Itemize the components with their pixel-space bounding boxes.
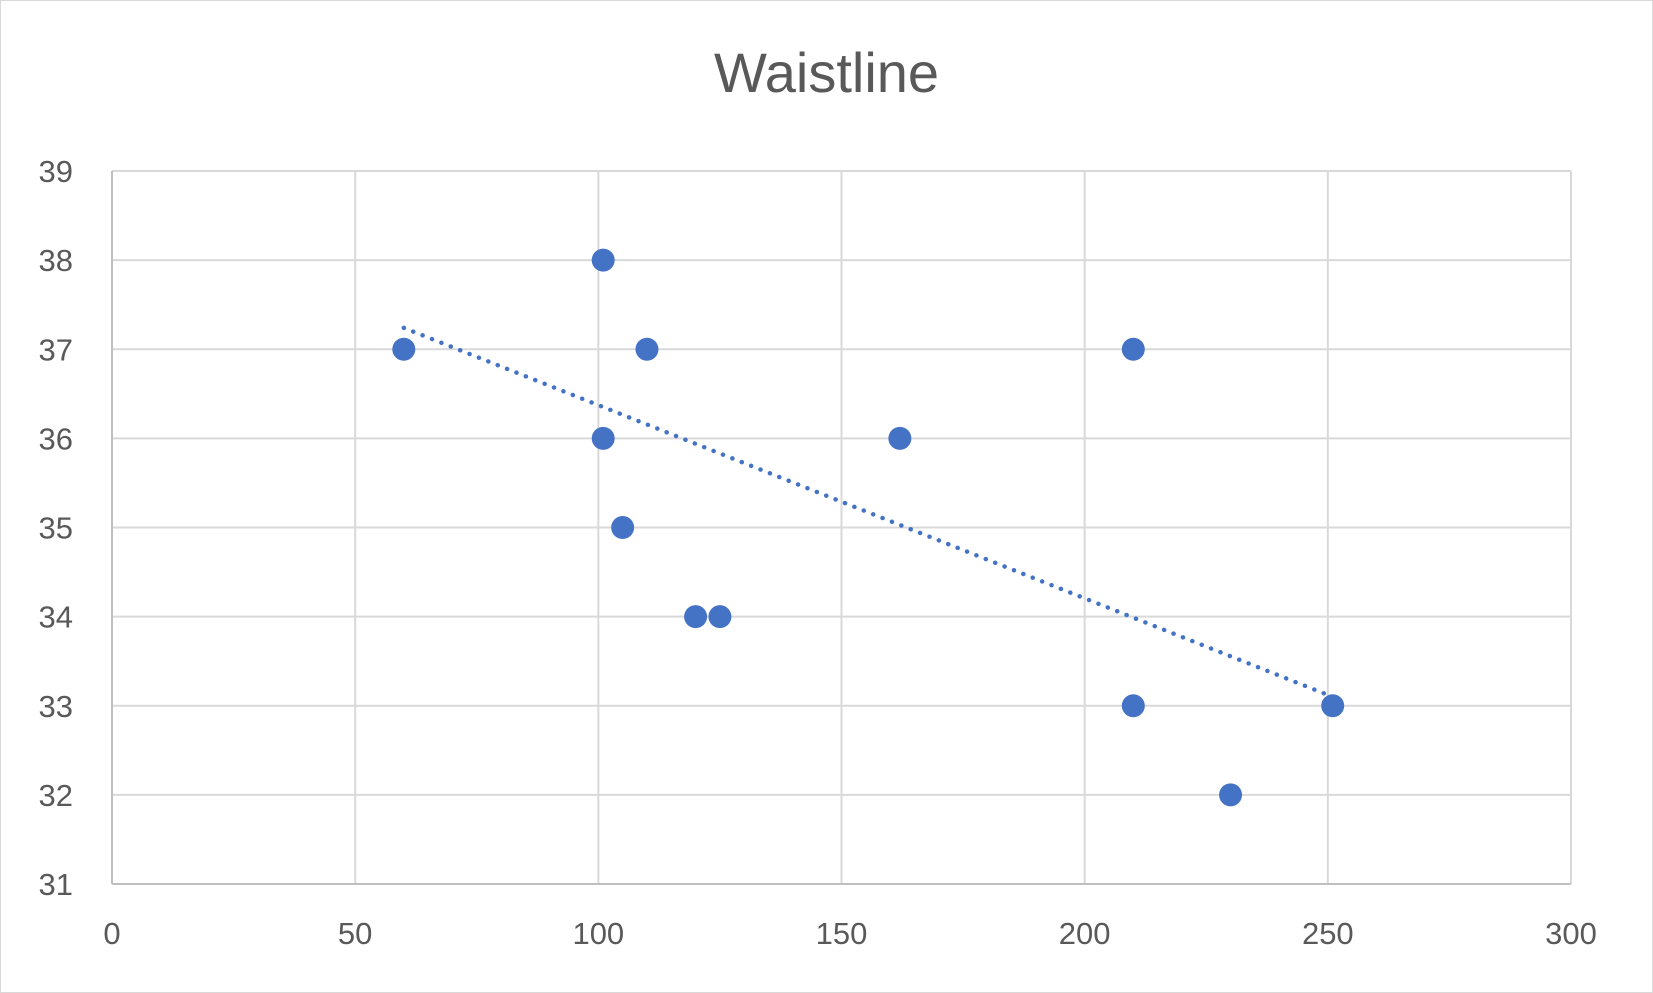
x-tick-labels: 0 50 100 150 200 250 300 [103, 916, 1596, 951]
data-point [1321, 694, 1345, 718]
y-tick-label: 37 [39, 332, 73, 367]
y-tick-label: 36 [39, 421, 73, 456]
data-point [1121, 694, 1145, 718]
y-tick-label: 39 [39, 154, 73, 189]
x-tick-label: 250 [1302, 916, 1354, 951]
y-tick-label: 34 [39, 600, 73, 635]
data-point [591, 426, 615, 450]
x-tick-label: 200 [1059, 916, 1111, 951]
x-tick-label: 0 [103, 916, 120, 951]
y-tick-labels: 31 32 33 34 35 36 37 38 39 [39, 154, 73, 902]
y-tick-label: 32 [39, 778, 73, 813]
data-point [1219, 783, 1243, 807]
chart-title: Waistline [713, 41, 940, 104]
data-point [684, 605, 708, 629]
x-tick-label: 100 [572, 916, 624, 951]
data-point [888, 426, 912, 450]
trendline [401, 325, 1335, 700]
y-tick-label: 31 [39, 867, 73, 902]
data-point [591, 248, 615, 272]
y-tick-label: 33 [39, 689, 73, 724]
axes [111, 171, 1571, 885]
data-point [708, 605, 732, 629]
data-point [635, 337, 659, 361]
data-point [611, 516, 635, 539]
x-tick-label: 50 [338, 916, 372, 951]
data-point [1121, 337, 1145, 361]
x-tick-label: 300 [1545, 916, 1597, 951]
trendline-group [401, 325, 1335, 700]
y-tick-label: 38 [39, 243, 73, 278]
data-points [392, 248, 1345, 807]
x-tick-label: 150 [816, 916, 868, 951]
data-point [392, 337, 416, 361]
y-tick-label: 35 [39, 511, 73, 546]
